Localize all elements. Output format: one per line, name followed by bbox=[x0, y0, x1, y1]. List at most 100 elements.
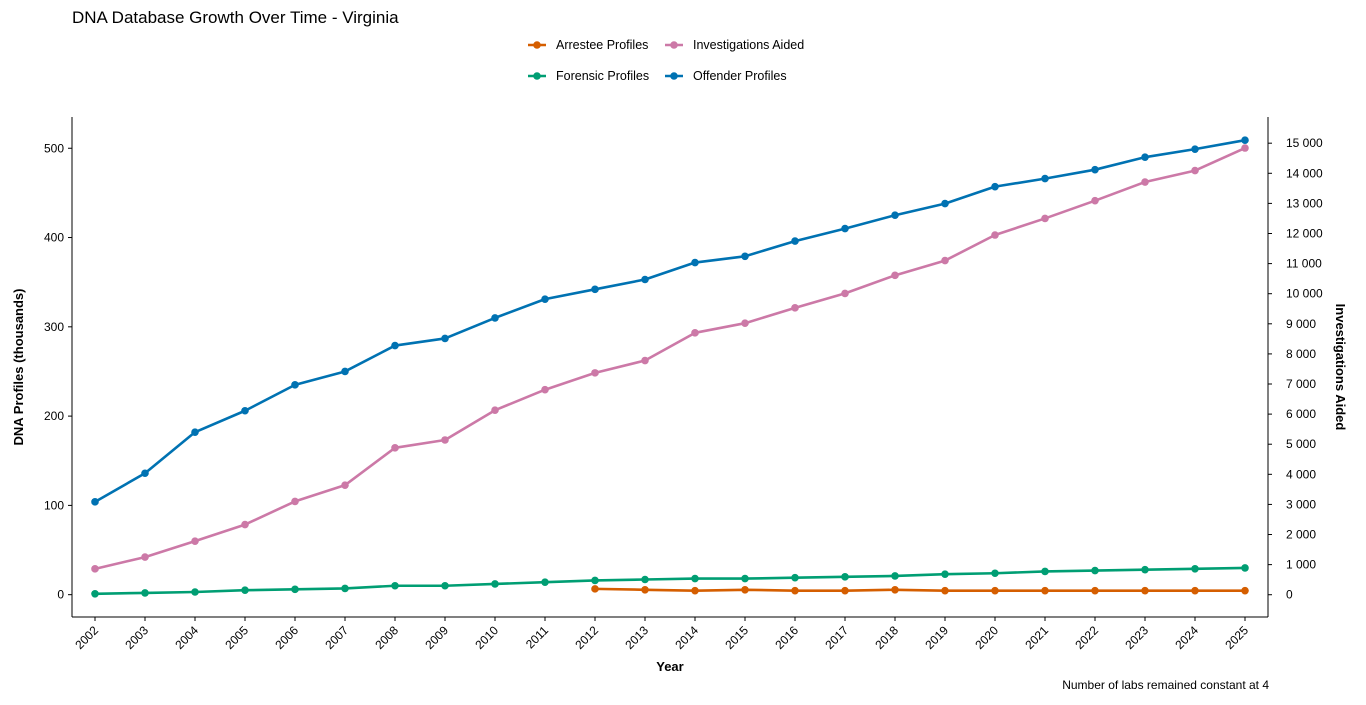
data-point-offender-profiles bbox=[591, 285, 599, 294]
y2-tick-label: 1 000 bbox=[1286, 558, 1316, 572]
legend-swatch-offender bbox=[665, 72, 683, 80]
data-point-offender-profiles bbox=[1091, 165, 1099, 174]
x-tick-label: 2016 bbox=[772, 623, 801, 652]
x-tick-label: 2006 bbox=[272, 623, 301, 652]
data-point-arrestee-profiles bbox=[1091, 586, 1099, 595]
x-tick-label: 2018 bbox=[872, 623, 901, 652]
y2-tick-label: 4 000 bbox=[1286, 467, 1316, 481]
y2-tick-label: 12 000 bbox=[1286, 226, 1323, 240]
data-point-investigations-aided bbox=[1241, 144, 1249, 152]
y2-tick-label: 9 000 bbox=[1286, 317, 1316, 331]
data-point-forensic-profiles bbox=[91, 589, 99, 598]
data-point-arrestee-profiles bbox=[741, 585, 749, 594]
data-point-offender-profiles bbox=[691, 258, 699, 267]
data-point-investigations-aided bbox=[691, 329, 699, 337]
y-axis-label: DNA Profiles (thousands) bbox=[11, 289, 26, 446]
data-point-offender-profiles bbox=[91, 498, 99, 506]
data-point-offender-profiles bbox=[341, 367, 349, 376]
chart-series bbox=[91, 136, 1249, 598]
data-point-investigations-aided bbox=[891, 271, 899, 280]
y-tick-label: 500 bbox=[44, 141, 64, 155]
y-tick-label: 200 bbox=[44, 409, 64, 423]
x-tick-label: 2012 bbox=[572, 623, 601, 652]
data-point-forensic-profiles bbox=[591, 576, 599, 585]
y2-tick-label: 10 000 bbox=[1286, 287, 1323, 301]
data-point-offender-profiles bbox=[791, 237, 799, 245]
data-point-arrestee-profiles bbox=[591, 585, 599, 593]
data-point-investigations-aided bbox=[841, 289, 849, 298]
data-point-offender-profiles bbox=[991, 182, 999, 191]
data-point-arrestee-profiles bbox=[1041, 586, 1049, 595]
data-point-offender-profiles bbox=[641, 275, 649, 284]
chart-title: DNA Database Growth Over Time - Virginia bbox=[72, 8, 399, 27]
y2-tick-label: 11 000 bbox=[1286, 257, 1322, 271]
data-point-offender-profiles bbox=[1141, 153, 1149, 161]
x-tick-label: 2011 bbox=[523, 623, 551, 651]
data-point-offender-profiles bbox=[441, 334, 449, 343]
data-point-investigations-aided bbox=[541, 385, 549, 394]
data-point-forensic-profiles bbox=[1191, 564, 1199, 573]
data-point-forensic-profiles bbox=[441, 581, 449, 590]
data-point-investigations-aided bbox=[441, 436, 449, 444]
data-point-investigations-aided bbox=[1041, 214, 1049, 223]
data-point-investigations-aided bbox=[741, 319, 749, 328]
data-point-forensic-profiles bbox=[191, 588, 199, 596]
x-tick-label: 2004 bbox=[172, 623, 201, 652]
data-point-offender-profiles bbox=[541, 295, 549, 303]
y-tick-label: 100 bbox=[44, 498, 64, 512]
y2-tick-label: 8 000 bbox=[1286, 347, 1316, 361]
legend-item-forensic: Forensic Profiles bbox=[528, 69, 649, 83]
x-tick-label: 2023 bbox=[1122, 623, 1151, 652]
x-tick-label: 2013 bbox=[622, 623, 651, 652]
data-point-investigations-aided bbox=[1141, 178, 1149, 186]
legend-swatch-arrestee bbox=[528, 41, 546, 49]
x-tick-label: 2024 bbox=[1172, 623, 1201, 652]
series-line-forensic-profiles bbox=[94, 566, 1246, 596]
data-point-offender-profiles bbox=[391, 341, 399, 350]
data-point-forensic-profiles bbox=[891, 572, 899, 580]
x-tick-label: 2020 bbox=[972, 623, 1001, 652]
data-point-investigations-aided bbox=[1191, 166, 1199, 175]
data-point-forensic-profiles bbox=[1241, 564, 1249, 572]
data-point-investigations-aided bbox=[91, 565, 99, 573]
data-point-arrestee-profiles bbox=[691, 586, 699, 595]
legend-swatch-investigations bbox=[665, 41, 683, 49]
data-point-offender-profiles bbox=[1191, 145, 1199, 153]
data-point-arrestee-profiles bbox=[891, 585, 899, 594]
data-point-offender-profiles bbox=[191, 428, 199, 436]
data-point-forensic-profiles bbox=[1041, 567, 1049, 576]
y2-tick-label: 5 000 bbox=[1286, 437, 1316, 451]
data-point-forensic-profiles bbox=[1141, 565, 1149, 574]
legend-swatch-forensic bbox=[528, 72, 546, 80]
y-tick-label: 400 bbox=[44, 231, 64, 245]
data-point-arrestee-profiles bbox=[841, 586, 849, 595]
data-point-arrestee-profiles bbox=[1191, 586, 1199, 595]
series-line-offender-profiles bbox=[94, 138, 1246, 503]
data-point-arrestee-profiles bbox=[791, 586, 799, 595]
data-point-forensic-profiles bbox=[741, 574, 749, 583]
x-tick-label: 2002 bbox=[72, 623, 101, 652]
x-tick-label: 2025 bbox=[1222, 623, 1251, 652]
y-tick-label: 300 bbox=[44, 320, 64, 334]
x-tick-label: 2009 bbox=[422, 623, 451, 652]
y2-tick-label: 13 000 bbox=[1286, 196, 1323, 210]
data-point-investigations-aided bbox=[391, 444, 399, 452]
legend-item-offender: Offender Profiles bbox=[665, 69, 787, 83]
chart-caption: Number of labs remained constant at 4 bbox=[1062, 678, 1269, 692]
data-point-forensic-profiles bbox=[341, 584, 349, 593]
data-point-investigations-aided bbox=[141, 553, 149, 561]
data-point-arrestee-profiles bbox=[941, 586, 949, 595]
data-point-investigations-aided bbox=[591, 369, 599, 377]
data-point-forensic-profiles bbox=[541, 578, 549, 586]
y2-tick-label: 15 000 bbox=[1286, 136, 1323, 150]
series-line-arrestee-profiles bbox=[594, 587, 1245, 592]
data-point-arrestee-profiles bbox=[641, 585, 649, 594]
data-point-investigations-aided bbox=[991, 231, 999, 239]
y2-tick-label: 7 000 bbox=[1286, 377, 1316, 391]
data-point-investigations-aided bbox=[1091, 196, 1099, 205]
y2-tick-label: 14 000 bbox=[1286, 166, 1323, 180]
legend-item-investigations: Investigations Aided bbox=[665, 38, 804, 52]
data-point-investigations-aided bbox=[341, 481, 349, 489]
data-point-offender-profiles bbox=[941, 199, 949, 208]
x-tick-label: 2022 bbox=[1072, 623, 1101, 652]
